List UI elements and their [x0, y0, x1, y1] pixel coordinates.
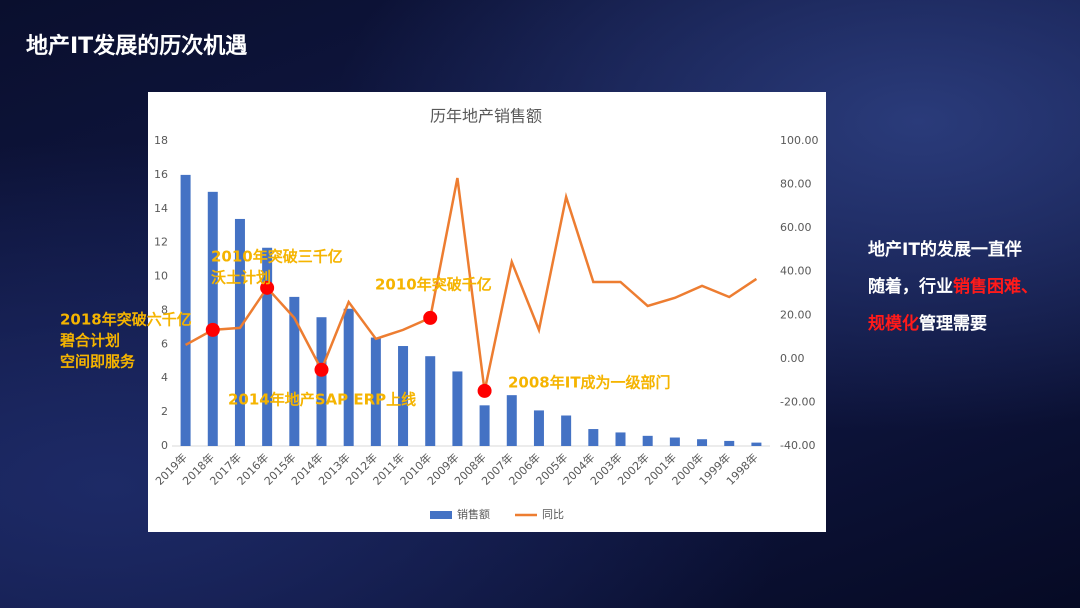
annotation: 空间即服务 — [60, 353, 136, 371]
y2-tick-label: 60.00 — [780, 221, 812, 234]
y-tick-label: 6 — [161, 337, 168, 350]
y-tick-label: 10 — [154, 270, 168, 283]
y-tick-label: 18 — [154, 134, 168, 147]
slide-title: 地产IT发展的历次机遇 — [26, 33, 247, 59]
bar — [398, 346, 409, 446]
annotation: 沃土计划 — [211, 269, 271, 287]
bar — [724, 440, 735, 446]
y-tick-label: 12 — [154, 236, 168, 249]
y2-tick-label: 80.00 — [780, 178, 812, 191]
side-text-segment: 销售困难、 — [953, 276, 1038, 297]
side-text: 地产IT的发展一直伴 — [868, 239, 1022, 260]
bar — [262, 247, 273, 446]
y-tick-label: 2 — [161, 405, 168, 418]
side-text: 随着，行业销售困难、 — [868, 276, 1038, 297]
legend-label: 同比 — [542, 508, 564, 521]
annotation: 2014年地产SAP ERP上线 — [228, 391, 416, 409]
side-text-segment: 随着，行业 — [868, 276, 953, 297]
bar — [316, 317, 327, 446]
annotation: 2010年突破三千亿 — [211, 248, 343, 266]
bar — [289, 296, 300, 446]
bar — [343, 308, 354, 446]
bar — [425, 356, 436, 446]
y2-tick-label: 100.00 — [780, 134, 819, 147]
side-text-segment: 地产IT的发展一直伴 — [868, 239, 1022, 260]
side-text-segment: 规模化 — [868, 313, 919, 334]
y-tick-label: 8 — [161, 303, 168, 316]
bar — [479, 405, 490, 446]
bar — [615, 432, 626, 446]
bar — [506, 395, 517, 446]
bar — [452, 371, 463, 446]
highlight-point — [477, 383, 492, 398]
chart-panel — [148, 92, 826, 532]
bar — [234, 218, 245, 446]
bar — [370, 337, 381, 446]
annotation: 碧合计划 — [59, 332, 120, 350]
y-tick-label: 4 — [161, 371, 168, 384]
annotation: 2008年IT成为一级部门 — [508, 374, 671, 392]
y2-tick-label: 40.00 — [780, 265, 812, 278]
y2-tick-label: -20.00 — [780, 395, 815, 408]
y2-tick-label: -40.00 — [780, 439, 815, 452]
legend-label: 销售额 — [457, 507, 490, 521]
highlight-point — [423, 310, 438, 325]
chart-title: 历年地产销售额 — [430, 107, 542, 126]
y2-tick-label: 0.00 — [780, 352, 805, 365]
bar — [561, 415, 572, 446]
bar — [180, 174, 191, 446]
line — [184, 177, 758, 392]
y-tick-label: 14 — [154, 202, 168, 215]
bar — [207, 191, 218, 446]
annotation: 2010年突破千亿 — [375, 276, 492, 294]
legend-swatch — [430, 511, 452, 519]
highlight-point — [314, 362, 329, 377]
bar — [588, 429, 599, 446]
bar — [697, 439, 708, 446]
y2-tick-label: 20.00 — [780, 308, 812, 321]
bar — [533, 410, 544, 446]
side-text-segment: 管理需要 — [919, 313, 987, 334]
y-tick-label: 0 — [161, 439, 168, 452]
annotation: 2018年突破六千亿 — [60, 311, 192, 329]
highlight-point — [205, 322, 220, 337]
bar — [751, 442, 762, 446]
highlight-point — [260, 280, 275, 295]
y-tick-label: 16 — [154, 168, 168, 181]
side-text: 规模化管理需要 — [868, 313, 987, 334]
bar — [669, 437, 680, 446]
bar — [642, 435, 653, 446]
